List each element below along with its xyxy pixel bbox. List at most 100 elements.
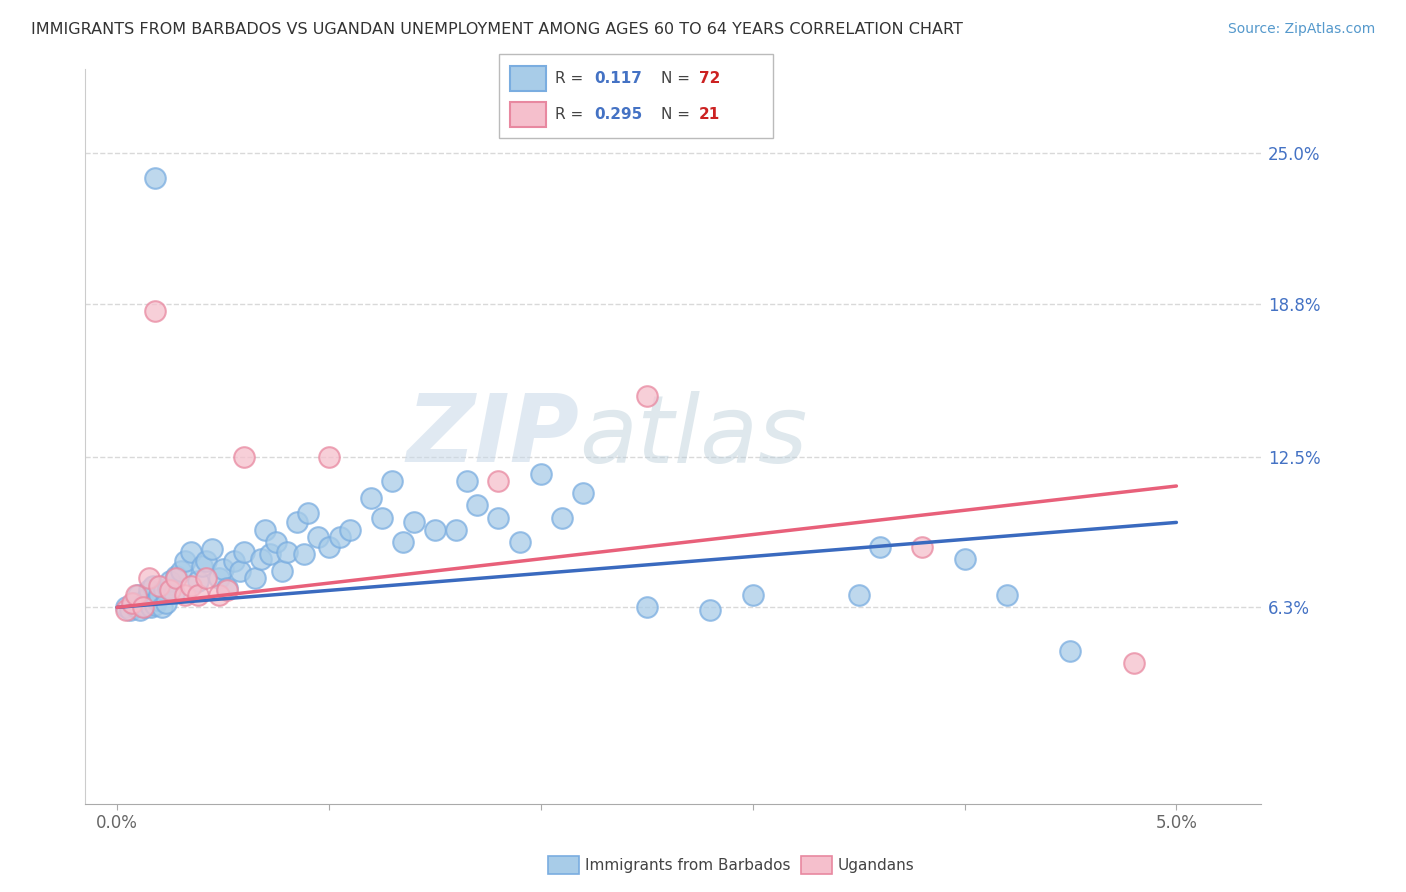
Point [911, 540, 934, 554]
Point [402, 516, 425, 530]
Point [152, 583, 174, 598]
Point [208, 588, 231, 602]
Point [1059, 644, 1081, 658]
Point [201, 542, 224, 557]
Point [148, 578, 170, 592]
Text: R =: R = [555, 71, 589, 86]
Point [125, 588, 148, 602]
Point [488, 474, 510, 488]
Point [243, 571, 266, 585]
Text: ZIP: ZIP [406, 391, 579, 483]
Point [212, 561, 235, 575]
Point [163, 586, 186, 600]
Point [146, 593, 169, 607]
Point [148, 588, 170, 602]
Point [143, 170, 166, 185]
Point [530, 467, 553, 481]
Point [848, 588, 870, 602]
Point [180, 544, 202, 558]
Text: 0.117: 0.117 [595, 71, 643, 86]
Point [699, 603, 721, 617]
Point [121, 595, 143, 609]
Point [138, 571, 160, 585]
Text: N =: N = [661, 71, 695, 86]
Point [995, 588, 1018, 602]
Point [217, 581, 239, 595]
Text: IMMIGRANTS FROM BARBADOS VS UGANDAN UNEMPLOYMENT AMONG AGES 60 TO 64 YEARS CORRE: IMMIGRANTS FROM BARBADOS VS UGANDAN UNEM… [31, 22, 963, 37]
Point [456, 474, 478, 488]
Text: atlas: atlas [579, 391, 807, 482]
Point [135, 591, 157, 605]
Point [127, 588, 149, 602]
Point [131, 600, 153, 615]
Point [155, 595, 177, 609]
Text: 72: 72 [699, 71, 720, 86]
Point [187, 574, 209, 588]
Point [381, 474, 404, 488]
Point [488, 510, 510, 524]
Point [191, 559, 214, 574]
Point [292, 547, 315, 561]
Point [371, 510, 394, 524]
Text: 0.295: 0.295 [595, 107, 643, 121]
Point [264, 534, 287, 549]
Point [114, 600, 136, 615]
Point [423, 523, 446, 537]
Point [142, 578, 165, 592]
Point [271, 564, 294, 578]
Point [572, 486, 595, 500]
Point [187, 588, 209, 602]
Point [233, 450, 256, 464]
Point [636, 389, 658, 403]
Point [156, 581, 179, 595]
Text: Source: ZipAtlas.com: Source: ZipAtlas.com [1227, 22, 1375, 37]
Point [360, 491, 382, 505]
Text: R =: R = [555, 107, 589, 121]
Point [143, 304, 166, 318]
Point [180, 578, 202, 592]
Text: Immigrants from Barbados: Immigrants from Barbados [585, 858, 790, 872]
Point [217, 583, 239, 598]
Point [229, 564, 252, 578]
Point [131, 598, 153, 612]
Point [159, 583, 181, 598]
Point [444, 523, 467, 537]
Point [1123, 656, 1146, 670]
Point [122, 595, 145, 609]
Point [509, 534, 531, 549]
Point [165, 569, 187, 583]
Point [159, 574, 181, 588]
Point [173, 554, 195, 568]
Point [208, 571, 231, 585]
Point [129, 603, 152, 617]
Point [953, 551, 976, 566]
Point [143, 598, 166, 612]
Point [259, 547, 281, 561]
Point [276, 544, 298, 558]
Point [195, 554, 218, 568]
Point [465, 499, 488, 513]
Point [285, 516, 308, 530]
Point [250, 551, 273, 566]
Point [138, 583, 160, 598]
Point [139, 600, 162, 615]
Point [233, 544, 256, 558]
Text: 21: 21 [699, 107, 720, 121]
Point [297, 506, 319, 520]
Point [173, 588, 195, 602]
Point [869, 540, 891, 554]
Point [165, 571, 187, 585]
Point [118, 603, 141, 617]
Point [150, 600, 173, 615]
Point [169, 564, 191, 578]
Text: N =: N = [661, 107, 695, 121]
Point [254, 523, 277, 537]
Point [307, 530, 329, 544]
Point [134, 600, 156, 615]
Point [125, 600, 148, 615]
Point [741, 588, 763, 602]
Text: Ugandans: Ugandans [838, 858, 915, 872]
Point [339, 523, 361, 537]
Point [636, 600, 658, 615]
Point [318, 450, 340, 464]
